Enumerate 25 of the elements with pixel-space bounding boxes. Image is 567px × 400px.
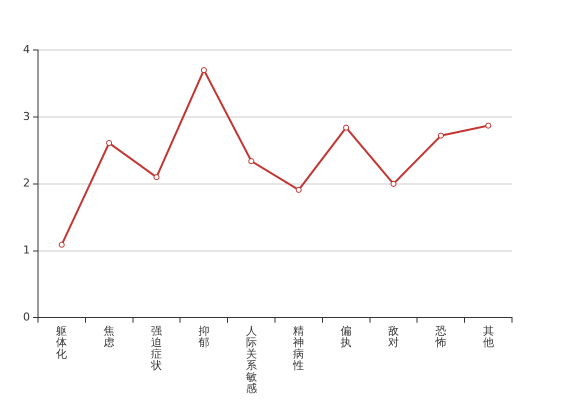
x-tick-label: 焦虑 (104, 324, 115, 349)
x-tick-label: 强迫症状 (150, 324, 162, 372)
x-tick-label: 恐怖 (434, 324, 446, 349)
y-tick-label: 1 (23, 244, 30, 257)
y-tick-label: 4 (23, 42, 30, 56)
point (438, 132, 444, 139)
point (200, 67, 207, 74)
point (106, 140, 112, 146)
point (154, 174, 160, 180)
point (248, 158, 254, 164)
point (343, 124, 350, 131)
point (58, 242, 65, 248)
x-tick-label: 精神病性 (292, 324, 304, 372)
point (296, 186, 302, 193)
x-tick-label: 人际关系敏感 (246, 324, 257, 396)
point (485, 122, 492, 129)
x-tick-label: 偏执 (340, 324, 352, 349)
x-tick-label: 敌对 (388, 324, 399, 349)
x-tick-label: 抑郁 (198, 324, 210, 349)
y-tick-label: 3 (23, 110, 30, 123)
x-tick-label: 其他 (482, 324, 494, 349)
x-tick-label: 躯体化 (56, 324, 68, 360)
y-tick-label: 0 (23, 310, 30, 324)
y-tick-label: 2 (23, 176, 30, 190)
point (390, 180, 396, 187)
